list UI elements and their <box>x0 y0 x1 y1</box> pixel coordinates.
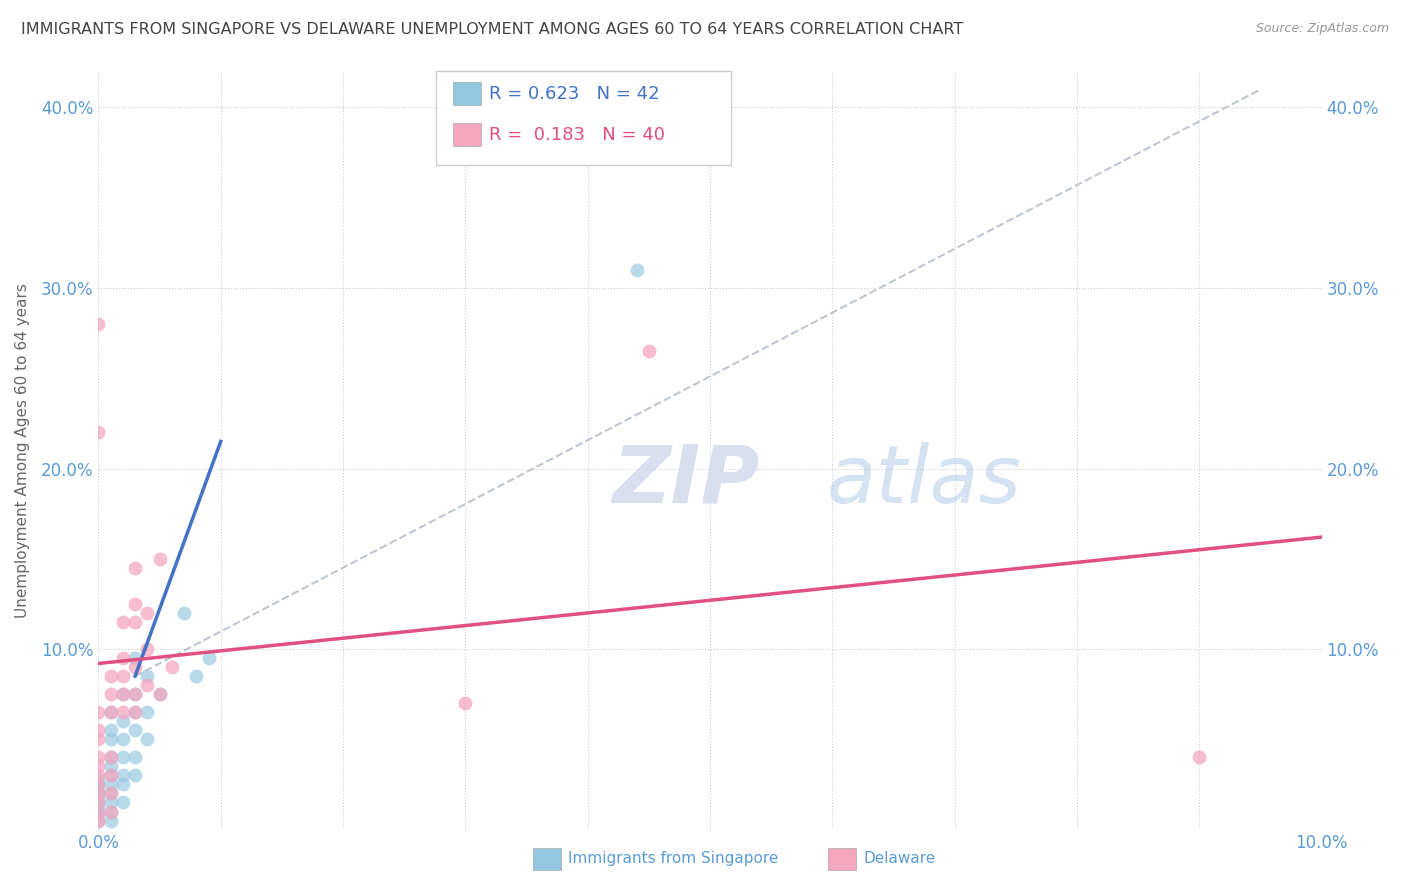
Point <box>124 561 146 575</box>
Point <box>87 808 110 822</box>
Point <box>124 597 146 611</box>
Point <box>197 651 219 665</box>
Point <box>124 660 146 674</box>
Point <box>87 425 110 440</box>
Point <box>87 796 110 810</box>
Point <box>111 615 134 629</box>
Text: Immigrants from Singapore: Immigrants from Singapore <box>568 852 779 866</box>
Point <box>1188 750 1211 764</box>
Point <box>100 805 122 819</box>
Point <box>87 705 110 719</box>
Point <box>87 768 110 782</box>
Point <box>87 796 110 810</box>
Point <box>186 669 208 683</box>
Point <box>124 750 146 764</box>
Point <box>100 669 122 683</box>
Point <box>87 814 110 828</box>
Point <box>100 750 122 764</box>
Point <box>124 705 146 719</box>
Point <box>124 687 146 701</box>
Point <box>149 687 172 701</box>
Point <box>87 317 110 331</box>
Point <box>111 687 134 701</box>
Point <box>100 787 122 801</box>
Point <box>87 801 110 815</box>
Point <box>124 723 146 738</box>
Text: ZIP: ZIP <box>612 442 759 520</box>
Point <box>100 759 122 773</box>
Point <box>149 687 172 701</box>
Text: Delaware: Delaware <box>863 852 935 866</box>
Point <box>173 606 195 620</box>
Point <box>100 768 122 782</box>
Point <box>111 714 134 729</box>
Point <box>100 687 122 701</box>
Point <box>100 787 122 801</box>
Text: IMMIGRANTS FROM SINGAPORE VS DELAWARE UNEMPLOYMENT AMONG AGES 60 TO 64 YEARS COR: IMMIGRANTS FROM SINGAPORE VS DELAWARE UN… <box>21 22 963 37</box>
Point <box>124 768 146 782</box>
Text: atlas: atlas <box>827 442 1021 520</box>
Text: R =  0.183   N = 40: R = 0.183 N = 40 <box>489 126 665 144</box>
Point <box>100 723 122 738</box>
Point <box>124 615 146 629</box>
Point <box>454 696 477 710</box>
Point <box>100 796 122 810</box>
Point <box>87 790 110 805</box>
Point <box>111 687 134 701</box>
Point <box>87 777 110 791</box>
Point <box>111 669 134 683</box>
Point <box>111 651 134 665</box>
Point <box>136 642 159 657</box>
Point <box>87 723 110 738</box>
Point <box>111 705 134 719</box>
Point <box>87 782 110 797</box>
Point <box>100 768 122 782</box>
Point <box>124 651 146 665</box>
Point <box>111 796 134 810</box>
Y-axis label: Unemployment Among Ages 60 to 64 years: Unemployment Among Ages 60 to 64 years <box>15 283 30 618</box>
Point <box>100 705 122 719</box>
Point <box>124 687 146 701</box>
Point <box>136 669 159 683</box>
Point <box>87 805 110 819</box>
Point <box>87 772 110 786</box>
Point <box>136 705 159 719</box>
Point <box>100 805 122 819</box>
Point <box>111 732 134 747</box>
Point <box>100 777 122 791</box>
Point <box>87 787 110 801</box>
Point <box>87 787 110 801</box>
Text: Source: ZipAtlas.com: Source: ZipAtlas.com <box>1256 22 1389 36</box>
Point <box>100 814 122 828</box>
Point <box>149 551 172 566</box>
Point <box>136 678 159 692</box>
Point <box>87 750 110 764</box>
Point <box>111 768 134 782</box>
Point <box>160 660 183 674</box>
Point <box>87 759 110 773</box>
Point <box>87 805 110 819</box>
Point <box>626 263 648 277</box>
Point <box>87 777 110 791</box>
Point <box>87 732 110 747</box>
Point <box>111 777 134 791</box>
Point <box>87 814 110 828</box>
Point <box>637 344 661 359</box>
Point <box>124 705 146 719</box>
Point <box>136 732 159 747</box>
Point <box>111 750 134 764</box>
Point <box>100 750 122 764</box>
Text: R = 0.623   N = 42: R = 0.623 N = 42 <box>489 85 659 103</box>
Point <box>136 606 159 620</box>
Point <box>100 732 122 747</box>
Point <box>100 705 122 719</box>
